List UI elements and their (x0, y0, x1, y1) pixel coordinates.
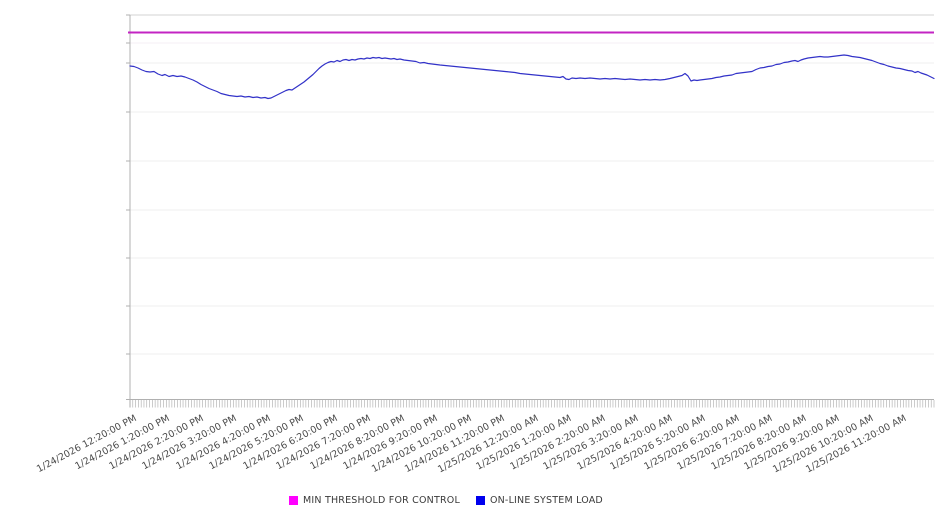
series-line-system-load (129, 54, 935, 100)
legend-label-min-threshold: MIN THRESHOLD FOR CONTROL (303, 495, 460, 506)
legend: MIN THRESHOLD FOR CONTROL ON-LINE SYSTEM… (0, 495, 919, 506)
x-axis-minor-ticks (129, 400, 935, 408)
legend-item-min-threshold: MIN THRESHOLD FOR CONTROL (289, 495, 460, 506)
legend-item-system-load: ON-LINE SYSTEM LOAD (475, 495, 603, 506)
legend-swatch-min-threshold-icon (289, 496, 299, 505)
legend-swatch-system-load-icon (475, 496, 485, 505)
legend-label-system-load: ON-LINE SYSTEM LOAD (489, 495, 603, 506)
